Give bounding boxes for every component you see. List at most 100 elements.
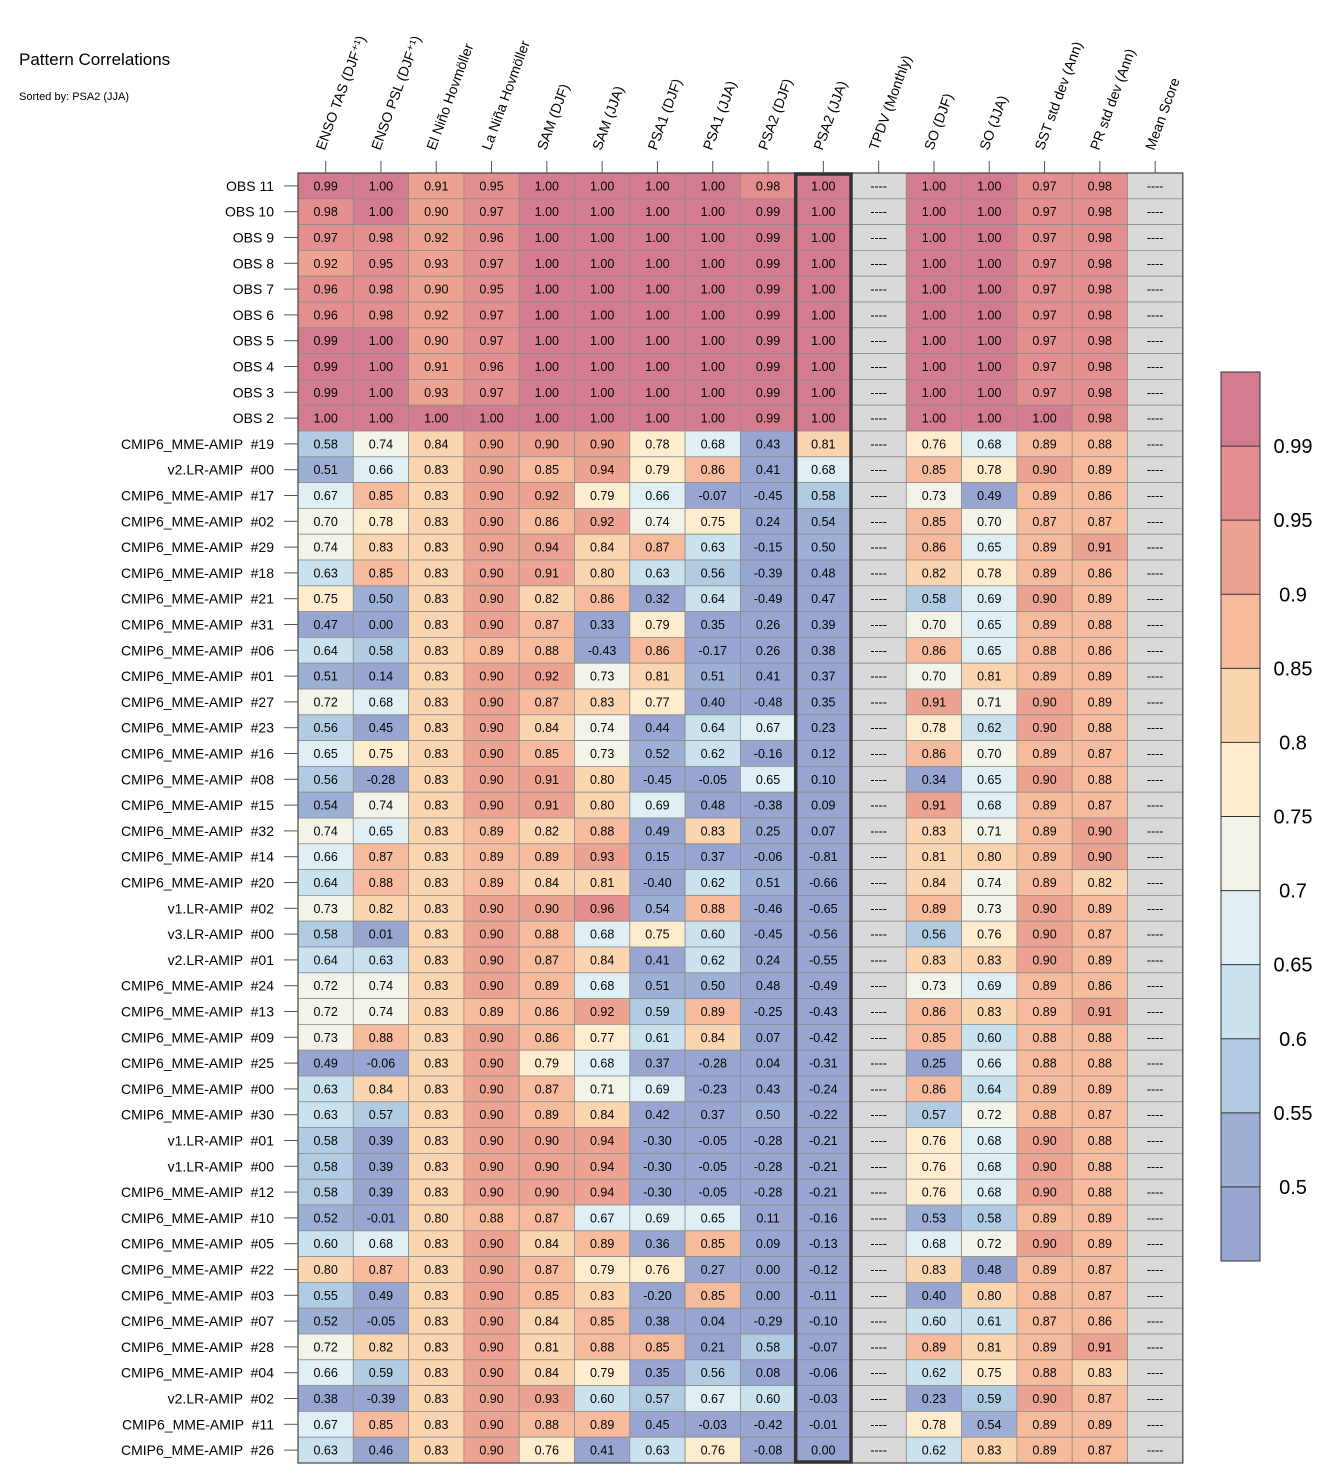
cell-value-label: 0.83 [424,1237,448,1251]
heatmap-cell [740,1333,797,1361]
row-label: OBS 11 [226,178,274,194]
heatmap-cell [961,972,1018,999]
cell-value-label: 1.00 [977,308,1001,322]
cell-value-label: ---- [870,1237,887,1251]
cell-value-label: 0.44 [645,721,669,735]
cell-value-label: 0.79 [590,1366,614,1380]
cell-value-label: 0.83 [424,1418,448,1432]
heatmap-cell [297,1101,354,1129]
heatmap-cell [1016,1127,1073,1154]
cell-value-label: ---- [1147,618,1164,632]
cell-value-label: 0.24 [756,515,780,529]
cell-value-label: ---- [1147,179,1164,193]
cell-value-label: ---- [1147,670,1164,684]
cell-value-label: 0.48 [701,799,725,813]
cell-value-label: 0.98 [1088,334,1112,348]
heatmap-cell [574,895,631,922]
heatmap-cell [1071,1049,1128,1077]
heatmap-cell [629,1153,686,1180]
cell-value-label: 0.89 [535,850,559,864]
row-label: CMIP6_MME-AMIP #00 [121,1081,274,1097]
cell-value-label: -0.28 [754,1134,783,1148]
cell-value-label: 0.90 [479,1108,503,1122]
heatmap-cell [961,249,1018,277]
cell-value-label: 0.72 [977,1108,1001,1122]
heatmap-cell [408,662,465,690]
cell-value-label: 0.58 [313,1134,337,1148]
heatmap-cell [629,714,686,741]
cell-value-label: 0.92 [313,257,337,271]
heatmap-cell [463,559,520,587]
cell-value-label: 0.94 [590,1134,614,1148]
heatmap-cell [574,1127,631,1154]
heatmap-cell [1127,817,1184,845]
cell-value-label: 0.90 [1032,695,1056,709]
cell-value-label: 0.90 [479,1392,503,1406]
heatmap-cell [518,327,575,354]
cell-value-label: 0.80 [424,1211,448,1225]
row-label: v1.LR-AMIP #02 [168,900,275,916]
cell-value-label: 0.69 [977,592,1001,606]
cell-value-label: 0.90 [1032,902,1056,916]
cell-value-label: 0.90 [1032,721,1056,735]
heatmap-cell [629,559,686,587]
heatmap-cell [1016,714,1073,741]
heatmap-cell [1127,327,1184,354]
heatmap-cell [905,482,962,509]
cell-value-label: 0.73 [590,747,614,761]
cell-value-label: 0.57 [645,1392,669,1406]
heatmap-cell [629,533,686,561]
cell-value-label: ---- [1147,902,1164,916]
cell-value-label: 0.58 [977,1211,1001,1225]
cell-value-label: 0.70 [922,618,946,632]
cell-value-label: 1.00 [977,283,1001,297]
heatmap-cell [518,1024,575,1051]
heatmap-cell [297,353,354,380]
heatmap-cell [518,275,575,303]
heatmap-cell [905,895,962,922]
heatmap-cell [408,559,465,587]
cell-value-label: 0.68 [977,437,1001,451]
cell-value-label: 1.00 [645,179,669,193]
heatmap-cell [352,275,409,303]
row-label: CMIP6_MME-AMIP #21 [121,591,274,607]
cell-value-label: 1.00 [701,308,725,322]
cell-value-label: 1.00 [590,257,614,271]
heatmap-cell [961,1153,1018,1180]
cell-value-label: 0.90 [479,1289,503,1303]
row-label: v2.LR-AMIP #00 [168,462,275,478]
cell-value-label: 0.35 [701,618,725,632]
heatmap-cell [684,688,741,716]
heatmap-cell [1016,559,1073,587]
cell-value-label: 0.65 [977,618,1001,632]
heatmap-cell [795,559,852,587]
cell-value-label: 0.83 [424,1340,448,1354]
row-label: v2.LR-AMIP #02 [168,1391,275,1407]
cell-value-label: 0.97 [479,386,503,400]
cell-value-label: -0.28 [754,1186,783,1200]
heatmap-cell [352,1049,409,1077]
cell-value-label: 0.99 [313,334,337,348]
heatmap-cell [408,895,465,922]
heatmap-cell [1071,1385,1128,1412]
cell-value-label: 0.89 [1032,437,1056,451]
heatmap-cell [1071,662,1128,690]
cell-value-label: 0.90 [1088,824,1112,838]
heatmap-cell [1071,1282,1128,1309]
cell-value-label: 0.97 [479,308,503,322]
cell-value-label: 0.90 [424,205,448,219]
cell-value-label: 0.97 [313,231,337,245]
heatmap-cell [463,895,520,922]
cell-value-label: ---- [870,257,887,271]
cell-value-label: 0.77 [590,1031,614,1045]
heatmap-cell [684,224,741,251]
cell-value-label: 0.91 [922,695,946,709]
heatmap-cell [1071,353,1128,380]
row-label: CMIP6_MME-AMIP #23 [121,720,274,736]
cell-value-label: 0.42 [645,1108,669,1122]
cell-value-label: 0.84 [922,876,946,890]
heatmap-cell [740,946,797,974]
cell-value-label: 1.00 [535,231,559,245]
heatmap-cell [352,791,409,819]
cell-value-label: ---- [870,1108,887,1122]
